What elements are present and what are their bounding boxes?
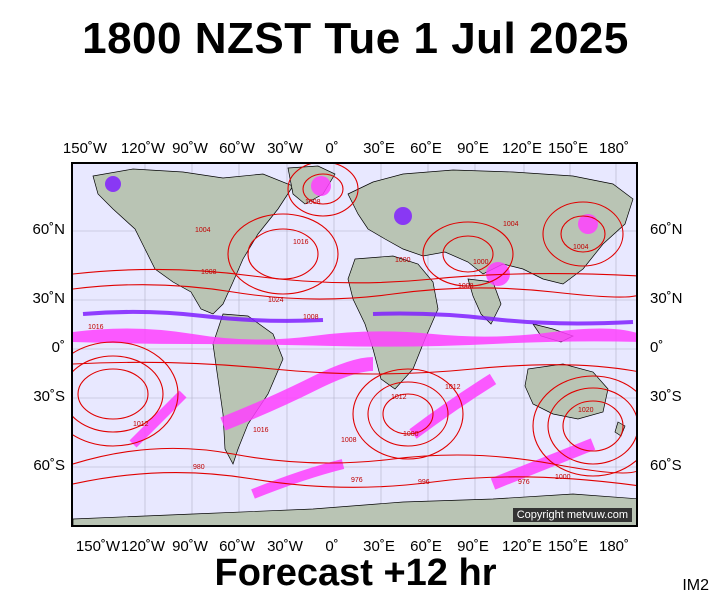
lon-label: 120˚E	[501, 538, 543, 555]
isobar-label: 1008	[341, 437, 357, 444]
lat-label: 60˚N	[650, 221, 683, 238]
isobar-label: 1004	[195, 227, 211, 234]
isobar-label: 1008	[458, 283, 474, 290]
isobar-label: 1016	[88, 324, 104, 331]
lon-label: 180˚	[598, 538, 630, 555]
eurasia	[347, 169, 634, 285]
forecast-subtitle: Forecast +12 hr	[214, 552, 497, 594]
africa	[347, 255, 439, 390]
isobar-label: 1000	[395, 257, 411, 264]
copyright-badge: Copyright metvuw.com	[512, 508, 632, 522]
isobar-label: 1004	[503, 221, 519, 228]
image-code: IM2	[682, 577, 709, 594]
isobar-label: 1016	[293, 239, 309, 246]
isobar-label: 996	[418, 479, 430, 486]
isobar-label: 1024	[268, 297, 284, 304]
lat-label: 60˚N	[32, 221, 65, 238]
precipitation	[73, 176, 636, 499]
lat-label: 60˚S	[33, 457, 65, 474]
lon-label: 180˚	[598, 140, 630, 157]
isobar-label: 980	[193, 464, 205, 471]
lon-label: 60˚W	[219, 140, 255, 157]
lon-label: 120˚W	[120, 140, 166, 157]
isobars	[73, 164, 636, 488]
lat-label: 0˚	[650, 339, 664, 356]
isobar-label: 1020	[578, 407, 594, 414]
isobar-label: 1004	[573, 244, 589, 251]
lat-label: 30˚S	[650, 388, 682, 405]
lon-label: 30˚E	[363, 538, 395, 555]
lon-label: 30˚W	[267, 140, 303, 157]
lon-label: 150˚E	[547, 538, 589, 555]
lon-label: 30˚W	[267, 538, 303, 555]
antarctica	[73, 493, 636, 525]
isobar-label: 976	[351, 477, 363, 484]
isobar-label: 1000	[555, 474, 571, 481]
lon-label: 90˚W	[172, 538, 208, 555]
map-title: 1800 NZST Tue 1 Jul 2025	[82, 14, 629, 63]
lon-label: 90˚E	[457, 538, 489, 555]
lon-label: 90˚W	[172, 140, 208, 157]
lon-label: 150˚W	[75, 538, 121, 555]
isobar-label: 1012	[133, 421, 149, 428]
lat-label: 30˚N	[32, 290, 65, 307]
isobar-label: 1016	[253, 427, 269, 434]
lon-label: 60˚E	[410, 140, 442, 157]
weather-map: 1008 1004 1016 1024 1008 1000 1008 1000 …	[71, 162, 638, 527]
australia	[524, 363, 609, 420]
isobar-label: 976	[518, 479, 530, 486]
isobar-label: 1008	[201, 269, 217, 276]
lon-label: 150˚E	[547, 140, 589, 157]
lon-label: 0˚	[325, 538, 339, 555]
isobar-label: 1008	[305, 199, 321, 206]
lon-label: 150˚W	[62, 140, 108, 157]
lon-label: 120˚W	[120, 538, 166, 555]
lon-label: 90˚E	[457, 140, 489, 157]
lon-label: 30˚E	[363, 140, 395, 157]
lat-label: 30˚N	[650, 290, 683, 307]
isobar-label: 1012	[391, 394, 407, 401]
lon-label: 60˚E	[410, 538, 442, 555]
isobar-label: 1000	[403, 431, 419, 438]
isobar-label: 1008	[303, 314, 319, 321]
isobar-label: 1012	[445, 384, 461, 391]
lat-label: 60˚S	[650, 457, 682, 474]
lat-label: 30˚S	[33, 388, 65, 405]
lon-label: 0˚	[325, 140, 339, 157]
isobar-labels: 1008 1004 1016 1024 1008 1000 1008 1000 …	[88, 199, 594, 486]
north-america	[92, 168, 294, 315]
lat-label: 0˚	[51, 339, 65, 356]
map-canvas: 1008 1004 1016 1024 1008 1000 1008 1000 …	[73, 164, 636, 525]
lon-label: 60˚W	[219, 538, 255, 555]
isobar-label: 1000	[473, 259, 489, 266]
lon-label: 120˚E	[501, 140, 543, 157]
